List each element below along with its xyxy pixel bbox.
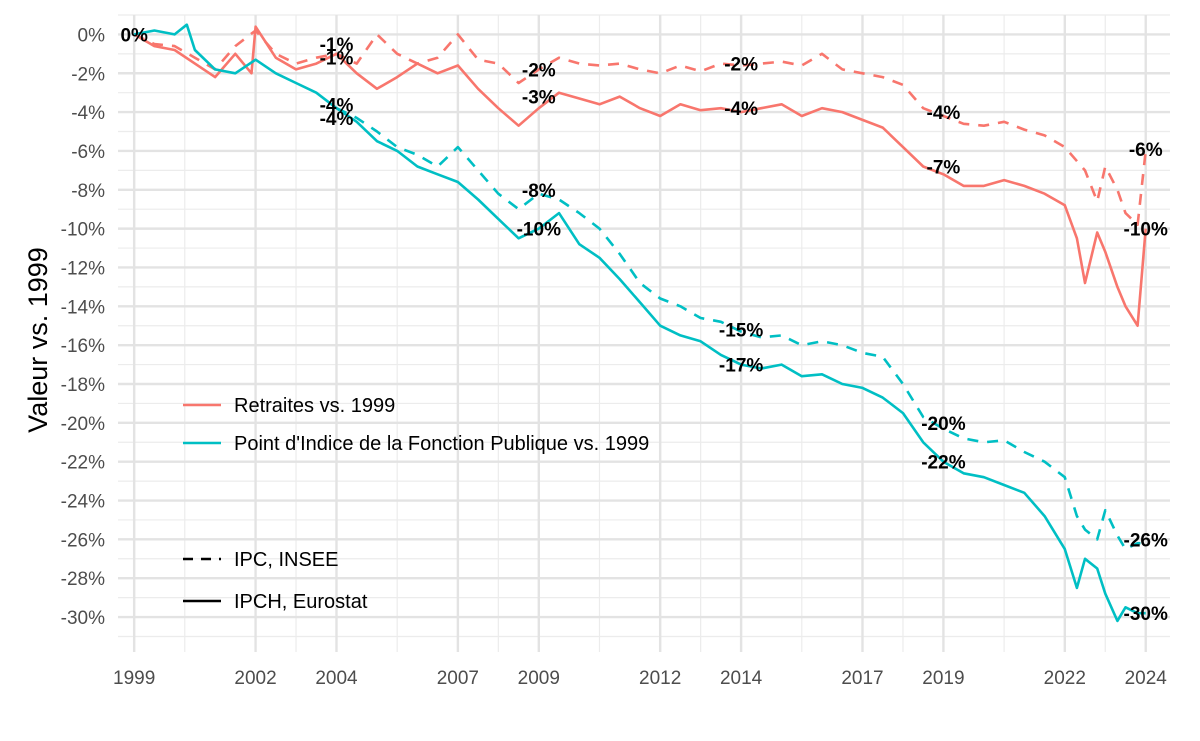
y-tick-label: -8% bbox=[71, 181, 105, 202]
legend-label-solid: IPCH, Eurostat bbox=[234, 591, 368, 613]
y-tick-label: -4% bbox=[71, 103, 105, 124]
legend-linetype: IPC, INSEE IPCH, Eurostat bbox=[183, 549, 368, 613]
x-tick-label: 2002 bbox=[234, 668, 276, 689]
data-label: -17% bbox=[719, 356, 763, 377]
data-label: -4% bbox=[927, 103, 961, 124]
data-label: -3% bbox=[522, 88, 556, 109]
data-label: -6% bbox=[1129, 140, 1163, 161]
data-label: -10% bbox=[517, 220, 561, 241]
x-tick-label: 2019 bbox=[922, 668, 964, 689]
legend-label-dashed: IPC, INSEE bbox=[234, 549, 338, 571]
grid-minor bbox=[118, 14, 1170, 652]
data-label: -2% bbox=[724, 55, 758, 76]
x-tick-label: 2024 bbox=[1125, 668, 1168, 689]
y-axis-title: Valeur vs. 1999 bbox=[23, 247, 53, 433]
data-label: -30% bbox=[1124, 604, 1168, 625]
data-label: -26% bbox=[1124, 530, 1168, 551]
y-tick-label: 0% bbox=[78, 25, 106, 46]
data-labels: 0% -1%-1%-4%-4%-2%-3%-8%-10%-2%-4%-15%-17… bbox=[120, 25, 1168, 625]
series-line-point-dashed bbox=[335, 107, 1146, 551]
data-label: -4% bbox=[320, 109, 354, 130]
y-tick-label: -30% bbox=[61, 608, 105, 629]
y-tick-label: -10% bbox=[61, 220, 105, 241]
data-label: -4% bbox=[724, 99, 758, 120]
data-label: -4% bbox=[320, 95, 354, 116]
series-line-retraites-dashed bbox=[133, 29, 1147, 226]
y-tick-label: -24% bbox=[61, 492, 105, 513]
data-label: -8% bbox=[522, 181, 556, 202]
data-label: -10% bbox=[1124, 220, 1168, 241]
data-label: -7% bbox=[927, 157, 961, 178]
y-tick-label: -22% bbox=[61, 453, 105, 474]
x-axis-ticks: 1999 2002 2004 2007 2009 2012 2014 2017 2019 2022… bbox=[113, 668, 1167, 689]
series-layer bbox=[133, 23, 1147, 623]
legend-label-retraites: Retraites vs. 1999 bbox=[234, 395, 395, 417]
data-label: -22% bbox=[921, 453, 965, 474]
y-tick-label: -12% bbox=[61, 258, 105, 279]
data-label: -1% bbox=[320, 35, 354, 56]
x-tick-label: 2022 bbox=[1044, 668, 1086, 689]
legend-label-point: Point d'Indice de la Fonction Publique v… bbox=[234, 433, 649, 455]
data-label: 0% bbox=[120, 25, 148, 46]
y-tick-label: -2% bbox=[71, 64, 105, 85]
series-line-retraites-solid bbox=[133, 25, 1147, 328]
y-tick-label: -20% bbox=[61, 414, 105, 435]
x-tick-label: 2017 bbox=[841, 668, 883, 689]
data-label: -2% bbox=[522, 60, 556, 81]
data-label: -1% bbox=[320, 49, 354, 70]
legend-color: Retraites vs. 1999 Point d'Indice de la … bbox=[183, 395, 649, 455]
y-tick-label: -6% bbox=[71, 142, 105, 163]
data-label: -15% bbox=[719, 321, 763, 342]
y-axis-ticks: 0% -2% -4% -6% -8% -10% -12% -14% -16% -18% -20% -2… bbox=[61, 25, 105, 629]
x-tick-label: 2007 bbox=[437, 668, 479, 689]
x-tick-label: 1999 bbox=[113, 668, 155, 689]
data-label: -20% bbox=[921, 414, 965, 435]
x-tick-label: 2012 bbox=[639, 668, 681, 689]
x-tick-label: 2009 bbox=[518, 668, 560, 689]
series-line-point-solid bbox=[133, 23, 1146, 623]
grid-major bbox=[118, 15, 1170, 652]
x-tick-label: 2014 bbox=[720, 668, 763, 689]
y-tick-label: -14% bbox=[61, 297, 105, 318]
x-tick-label: 2004 bbox=[315, 668, 358, 689]
y-tick-label: -28% bbox=[61, 569, 105, 590]
y-tick-label: -16% bbox=[61, 336, 105, 357]
y-tick-label: -26% bbox=[61, 530, 105, 551]
y-tick-label: -18% bbox=[61, 375, 105, 396]
